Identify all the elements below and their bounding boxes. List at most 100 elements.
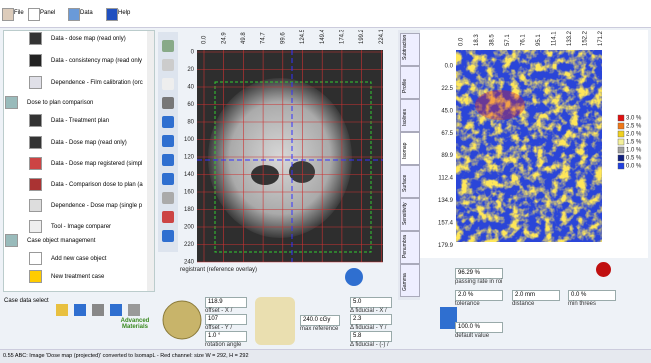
scrollbar[interactable] bbox=[147, 31, 154, 291]
field-label: offset - X / bbox=[205, 308, 233, 314]
tool-icon[interactable] bbox=[162, 230, 174, 242]
menu-item[interactable]: Help bbox=[118, 10, 131, 16]
tab-label[interactable]: Profile bbox=[402, 78, 408, 93]
tree-item[interactable]: Add new case object bbox=[51, 256, 107, 262]
tab[interactable] bbox=[400, 231, 420, 264]
tree-icon bbox=[29, 220, 42, 233]
rotation-knob[interactable] bbox=[160, 298, 204, 342]
input-field[interactable]: 1.0 ° bbox=[205, 331, 247, 342]
tool-icon[interactable] bbox=[162, 97, 174, 109]
tab-label[interactable]: Surface bbox=[402, 174, 408, 192]
tree-icon bbox=[29, 157, 42, 170]
hot-region bbox=[475, 90, 525, 120]
tool-icon[interactable] bbox=[162, 173, 174, 185]
tool-icon[interactable] bbox=[162, 211, 174, 223]
x-tick-label: 18.3 bbox=[474, 34, 480, 46]
field-label: max reference bbox=[300, 326, 339, 332]
tree-item[interactable]: Data - Comparison dose to plan (a bbox=[51, 182, 143, 188]
tree-item[interactable]: Data - Treatment plan bbox=[51, 118, 110, 124]
tree-item[interactable]: Tool - Image comparer bbox=[51, 224, 112, 230]
legend-label: 0.0 % bbox=[626, 164, 642, 170]
tab-label[interactable]: Sensitivity bbox=[402, 202, 408, 225]
y-tick-label: 22.5 bbox=[441, 86, 453, 92]
settings-icon[interactable] bbox=[345, 268, 363, 286]
tab-label[interactable]: Gamma bbox=[402, 273, 408, 291]
menu-icon[interactable] bbox=[28, 8, 40, 21]
menu-item[interactable]: Panel bbox=[40, 10, 56, 16]
tab[interactable] bbox=[400, 33, 420, 66]
tree-item[interactable]: Data - Dose map (read only) bbox=[51, 140, 127, 146]
tab[interactable] bbox=[400, 198, 420, 231]
case-button[interactable] bbox=[110, 304, 122, 316]
y-tick-label: 60 bbox=[187, 102, 194, 108]
menu-icon[interactable] bbox=[106, 8, 118, 21]
tab[interactable] bbox=[400, 132, 420, 165]
menu-icon[interactable] bbox=[68, 8, 80, 21]
input-field[interactable]: 2.0 % bbox=[455, 290, 503, 301]
tool-icon[interactable] bbox=[162, 192, 174, 204]
tab-label[interactable]: Subtraction bbox=[402, 34, 408, 60]
x-tick-label: 171.2 bbox=[598, 30, 604, 46]
y-tick-label: 0.0 bbox=[445, 64, 454, 70]
input-field[interactable]: 107 bbox=[205, 314, 247, 325]
x-tick-label: 0.0 bbox=[202, 35, 208, 44]
tab-label[interactable]: Penumbra bbox=[402, 234, 408, 258]
tree-icon bbox=[5, 234, 18, 247]
legend-label: 1.5 % bbox=[626, 140, 642, 146]
menu-item[interactable]: File bbox=[14, 10, 24, 16]
input-field[interactable]: 240.0 cGy bbox=[300, 315, 340, 326]
x-tick-label: 114.1 bbox=[552, 31, 558, 46]
spacer bbox=[380, 340, 651, 341]
direction-pad[interactable] bbox=[255, 297, 295, 345]
tab-label[interactable]: Isomap bbox=[402, 142, 408, 159]
tool-icon[interactable] bbox=[162, 40, 174, 52]
gamma-view: 0.0 18.3 38.5 57.1 76.1 95.1 114.1 133.2 152.2 17… bbox=[420, 30, 648, 258]
tree-icon bbox=[29, 54, 42, 67]
x-tick-label: 76.1 bbox=[521, 34, 527, 46]
field-label: distance bbox=[512, 301, 535, 307]
legend-swatch bbox=[617, 162, 625, 170]
field-label: min threes bbox=[568, 301, 597, 307]
tree-item[interactable]: New treatment case bbox=[51, 274, 105, 280]
case-button[interactable] bbox=[92, 304, 104, 316]
tree-item[interactable]: Data - Dose map registered (simpl bbox=[51, 161, 143, 167]
menu-icon[interactable] bbox=[2, 8, 14, 21]
tree-icon bbox=[5, 96, 18, 109]
tab[interactable] bbox=[400, 264, 420, 297]
field-label: tolerance bbox=[455, 301, 480, 307]
tree-icon bbox=[29, 252, 42, 265]
tab-label[interactable]: Isolines bbox=[402, 109, 408, 126]
input-field[interactable]: 96.29 % bbox=[455, 268, 503, 279]
tree-item[interactable]: Data - dose map (read only) bbox=[51, 36, 126, 42]
status-text: 0.55 ABC: Image 'Dose map (projected)' c… bbox=[3, 353, 249, 359]
input-field[interactable]: 2.0 mm bbox=[512, 290, 560, 301]
tab[interactable] bbox=[400, 99, 420, 132]
record-icon[interactable] bbox=[596, 262, 611, 277]
tool-icon[interactable] bbox=[162, 59, 174, 71]
case-button[interactable] bbox=[128, 304, 140, 316]
legend-swatch bbox=[617, 154, 625, 162]
dark-spot bbox=[289, 161, 315, 183]
tool-icon[interactable] bbox=[162, 154, 174, 166]
tool-icon[interactable] bbox=[162, 135, 174, 147]
field-label: offset - Y / bbox=[205, 325, 233, 331]
tab[interactable] bbox=[400, 66, 420, 99]
input-field[interactable]: 118.9 bbox=[205, 297, 247, 308]
tab[interactable] bbox=[400, 165, 420, 198]
tree-item[interactable]: Dependence - Film calibration (orc bbox=[51, 80, 143, 86]
tree-item[interactable]: Dose to plan comparison bbox=[27, 100, 94, 106]
tree-item[interactable]: Data - consistency map (read only bbox=[51, 58, 143, 64]
tree-icon bbox=[29, 270, 42, 283]
x-tick-label: 38.5 bbox=[490, 34, 496, 46]
input-field[interactable]: 100.0 % bbox=[455, 322, 503, 333]
case-button[interactable] bbox=[74, 304, 86, 316]
field-label: rotation angle bbox=[205, 342, 242, 348]
input-field[interactable]: 0.0 % bbox=[568, 290, 616, 301]
case-button[interactable] bbox=[56, 304, 68, 316]
tool-icon[interactable] bbox=[162, 116, 174, 128]
tree-item[interactable]: Dependence - Dose map (single p bbox=[51, 203, 143, 209]
tool-icon[interactable] bbox=[162, 78, 174, 90]
tree-item[interactable]: Case object management bbox=[27, 238, 96, 244]
menu-item[interactable]: Data bbox=[80, 10, 93, 16]
apply-icon[interactable] bbox=[440, 307, 457, 329]
